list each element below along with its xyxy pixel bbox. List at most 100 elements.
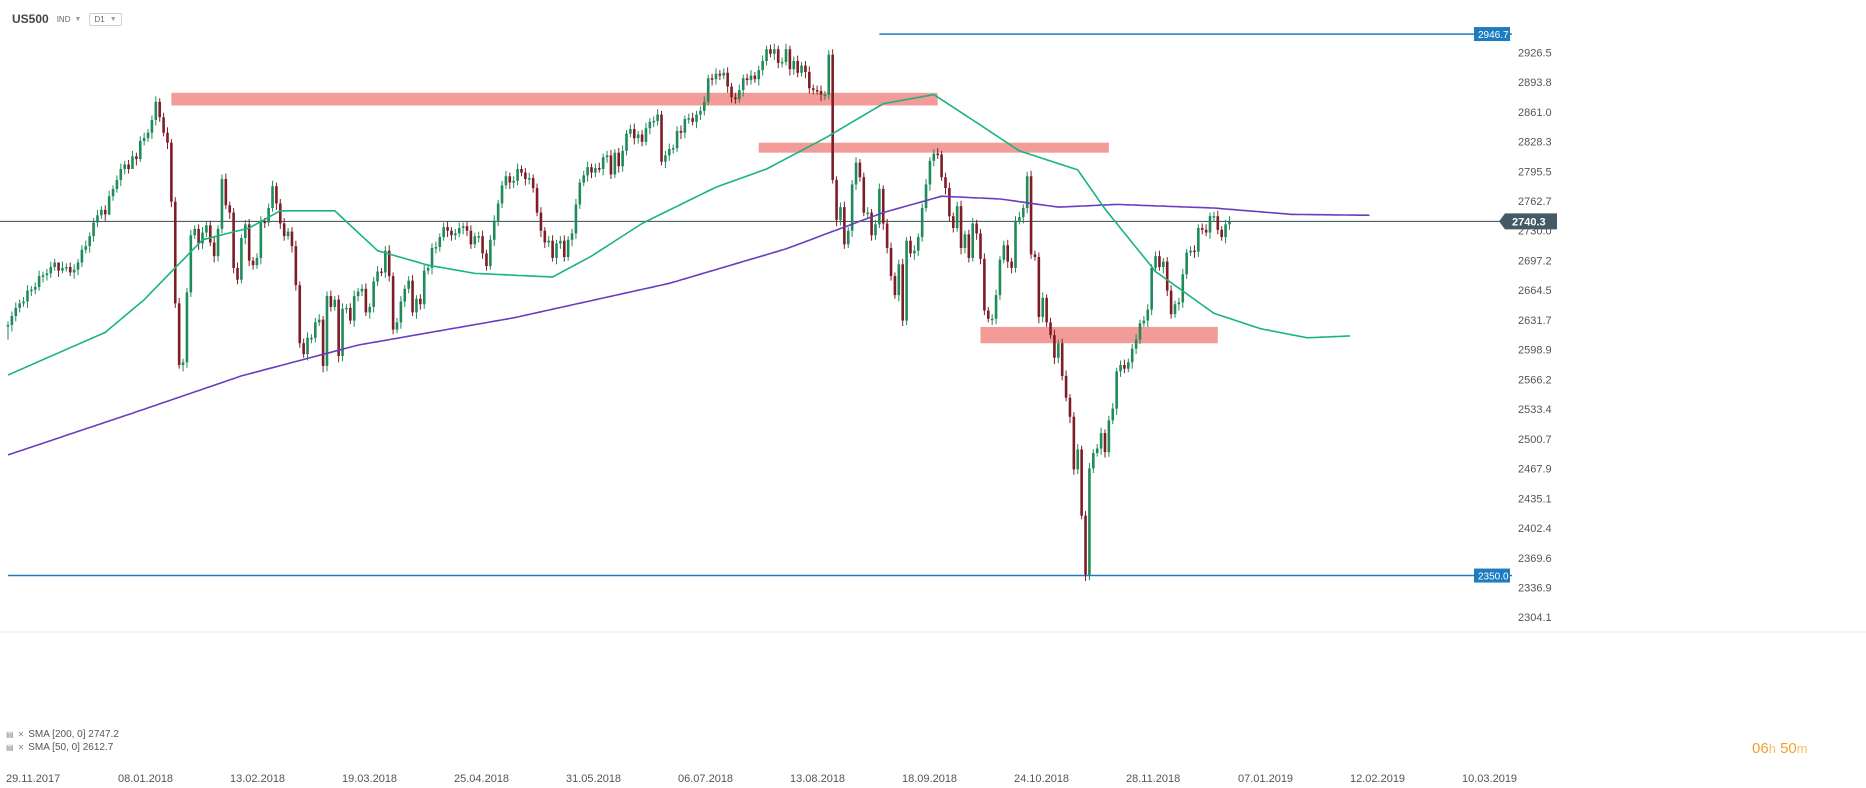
candle-body <box>170 142 173 202</box>
level-label: 2946.7 <box>1478 30 1509 41</box>
candle-body <box>1088 468 1091 575</box>
candle-body <box>1049 322 1052 336</box>
candle-body <box>699 110 702 115</box>
candle-body <box>391 276 395 330</box>
candle-body <box>33 286 37 290</box>
candle-body <box>1224 224 1227 238</box>
candle-body <box>516 169 519 181</box>
x-tick-label: 13.02.2018 <box>230 773 285 785</box>
market-label: IND <box>56 14 71 24</box>
settings-icon[interactable]: ▤ <box>6 730 14 739</box>
candle-body <box>1029 176 1033 255</box>
candle-body <box>543 230 547 243</box>
x-tick-label: 08.01.2018 <box>118 773 173 785</box>
candle-body <box>333 299 337 307</box>
y-tick-label: 2435.1 <box>1518 493 1552 505</box>
candle-body <box>341 308 344 356</box>
candle-body <box>975 223 978 234</box>
candle-body <box>80 249 84 263</box>
candle-body <box>310 337 313 340</box>
market-selector[interactable]: IND ▼ <box>57 15 82 24</box>
candle-body <box>601 157 605 170</box>
candle-body <box>769 49 772 54</box>
candle-body <box>885 223 889 248</box>
candle-body <box>123 164 126 170</box>
candle-body <box>1076 449 1080 470</box>
candle-body <box>823 94 827 97</box>
candle-body <box>1216 216 1220 230</box>
candle-body <box>1006 245 1010 262</box>
candle-body <box>644 128 648 142</box>
candle-body <box>948 188 951 217</box>
settings-icon[interactable]: ▤ <box>6 743 14 752</box>
candle-body <box>524 172 527 179</box>
candle-body <box>92 222 95 237</box>
candle-body <box>730 86 733 98</box>
legend-item-sma200[interactable]: ▤ ✕ SMA [200, 0] 2747.2 <box>6 728 119 741</box>
x-tick-label: 06.07.2018 <box>678 773 733 785</box>
candle-body <box>18 303 21 308</box>
candle-body <box>1150 267 1153 310</box>
candle-body <box>854 162 858 185</box>
candle-body <box>290 231 294 247</box>
candle-body <box>368 306 372 313</box>
candle-body <box>776 49 780 63</box>
sma-line <box>7 195 1370 456</box>
timeframe-selector[interactable]: D1 ▼ <box>89 12 122 26</box>
candle-body <box>570 233 574 240</box>
candle-body <box>578 182 582 205</box>
candle-body <box>115 179 119 189</box>
candle-body <box>749 75 753 81</box>
candle-body <box>944 177 947 189</box>
candle-body <box>1134 339 1138 349</box>
x-tick-label: 18.09.2018 <box>902 773 957 785</box>
candle-body <box>1220 229 1223 238</box>
y-tick-label: 2402.4 <box>1518 523 1552 535</box>
candle-body <box>722 72 726 76</box>
candle-body <box>216 228 220 257</box>
candle-body <box>189 235 193 293</box>
candle-body <box>1060 343 1064 376</box>
candle-body <box>924 184 928 209</box>
candle-body <box>364 288 368 313</box>
candle-body <box>135 156 138 160</box>
candle-body <box>792 61 796 70</box>
chart-header: US500 IND ▼ D1 ▼ <box>12 12 122 26</box>
x-tick-label: 10.03.2019 <box>1462 773 1517 785</box>
candle-body <box>870 212 873 236</box>
candle-body <box>897 264 901 296</box>
candle-body <box>804 65 807 72</box>
candle-body <box>72 269 76 273</box>
candle-body <box>850 184 854 231</box>
legend-item-sma50[interactable]: ▤ ✕ SMA [50, 0] 2612.7 <box>6 741 119 754</box>
candle-body <box>1014 220 1017 268</box>
candle-body <box>893 276 897 296</box>
candle-body <box>317 319 321 323</box>
candle-body <box>679 130 683 133</box>
candle-body <box>275 186 278 204</box>
candle-body <box>986 310 990 319</box>
indicator-legend: ▤ ✕ SMA [200, 0] 2747.2 ▤ ✕ SMA [50, 0] … <box>6 728 119 754</box>
candle-body <box>597 168 601 170</box>
candle-body <box>660 114 663 162</box>
candle-body <box>10 316 14 326</box>
candle-body <box>574 204 578 234</box>
candle-body <box>302 343 305 355</box>
candle-body <box>512 180 515 183</box>
close-icon[interactable]: ✕ <box>17 730 25 739</box>
candle-body <box>325 296 329 366</box>
candle-body <box>636 134 640 139</box>
candle-body <box>1037 257 1041 317</box>
close-icon[interactable]: ✕ <box>17 743 25 752</box>
chevron-down-icon: ▼ <box>74 15 82 23</box>
candle-body <box>617 152 621 167</box>
candle-body <box>843 207 846 245</box>
candle-body <box>1068 397 1072 417</box>
candle-body <box>535 188 539 213</box>
candle-body <box>349 307 352 321</box>
candle-body <box>951 216 955 228</box>
candle-body <box>450 230 453 236</box>
candle-body <box>559 240 562 244</box>
candle-body <box>193 228 197 236</box>
